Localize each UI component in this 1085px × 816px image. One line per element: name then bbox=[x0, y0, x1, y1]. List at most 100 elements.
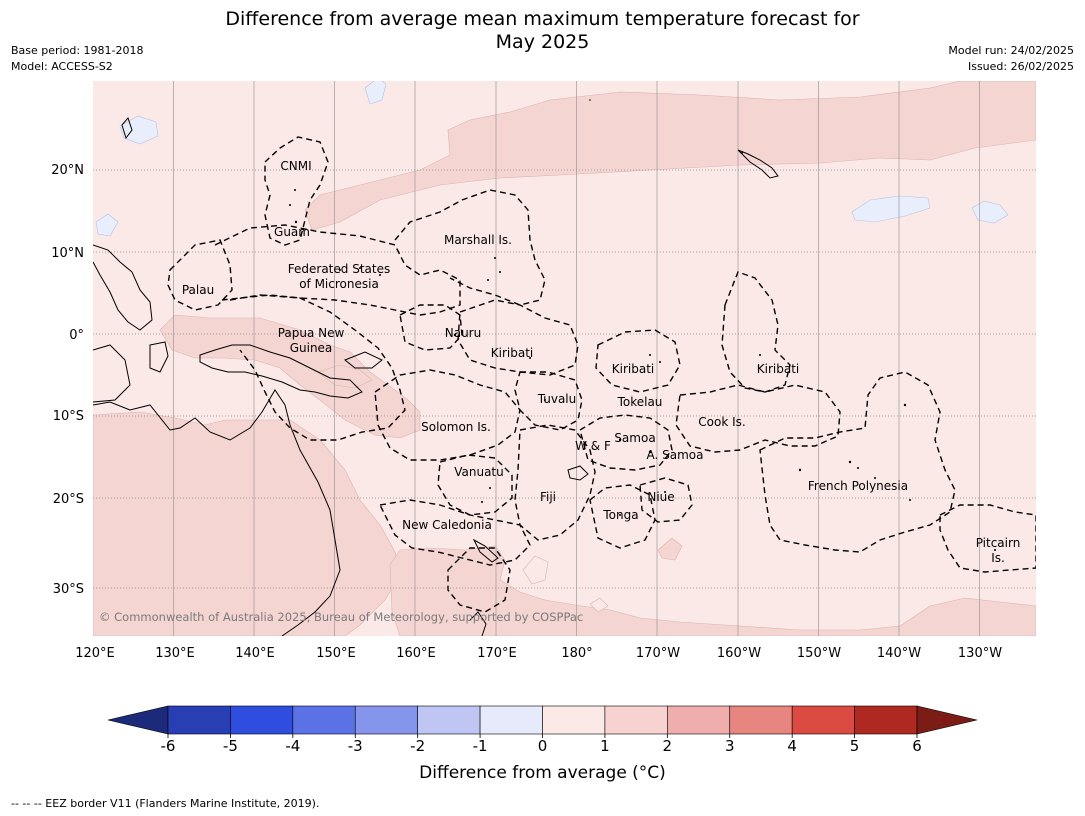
longitude-tick-labels: 120°E 130°E 140°E 150°E 160°E 170°E 180°… bbox=[75, 646, 1002, 661]
coral-sea-warm-region bbox=[159, 314, 421, 439]
label-cook: Cook Is. bbox=[698, 415, 745, 429]
png-coast bbox=[199, 344, 363, 399]
lon-tick-140e: 140°E bbox=[235, 646, 275, 661]
colorbar-segment bbox=[479, 705, 543, 735]
eez-borders bbox=[167, 136, 1036, 613]
australia-coast bbox=[93, 389, 341, 636]
base-period: Base period: 1981-2018 bbox=[11, 44, 144, 57]
lon-tick-170e: 170°E bbox=[477, 646, 517, 661]
label-kiribati-w: Kiribati bbox=[491, 346, 533, 360]
label-nauru: Nauru bbox=[445, 326, 481, 340]
lon-tick-140w: 140°W bbox=[877, 646, 921, 661]
lon-tick-160e: 160°E bbox=[396, 646, 436, 661]
copyright-notice: © Commonwealth of Australia 2025, Bureau… bbox=[99, 610, 583, 624]
colorbar-segment bbox=[230, 705, 294, 735]
label-fiji: Fiji bbox=[540, 490, 556, 504]
header-left: Base period: 1981-2018 Model: ACCESS-S2 bbox=[11, 43, 143, 75]
issued-date: Issued: 26/02/2025 bbox=[967, 60, 1074, 73]
label-guam: Guam bbox=[274, 225, 310, 239]
colorbar-tick-label: 1 bbox=[600, 737, 610, 755]
latitude-grid bbox=[93, 169, 1036, 589]
philippines-coast bbox=[93, 244, 153, 331]
cool-blob-japan-south bbox=[364, 81, 387, 105]
colorbar-segment bbox=[542, 705, 606, 735]
colorbar-tick-label: -6 bbox=[161, 737, 176, 755]
north-pacific-warm-region bbox=[304, 81, 1036, 231]
lat-tick-10n: 10°N bbox=[51, 246, 84, 261]
label-solomon: Solomon Is. bbox=[421, 420, 491, 434]
anomaly-1-2-regions bbox=[93, 81, 1036, 636]
colorbar-tick-label: -5 bbox=[223, 737, 238, 755]
label-vanuatu: Vanuatu bbox=[454, 465, 504, 479]
label-niue: Niue bbox=[647, 490, 674, 504]
header-right: Model run: 24/02/2025 Issued: 26/02/2025 bbox=[948, 43, 1074, 75]
label-png-1: Papua New bbox=[278, 326, 345, 340]
tasman-warm-region bbox=[389, 545, 1036, 636]
label-fsm-1: Federated States bbox=[288, 262, 390, 276]
colorbar-tick-label: 4 bbox=[787, 737, 797, 755]
eez-pitcairn bbox=[939, 504, 1036, 573]
colorbar-tick-label: 3 bbox=[725, 737, 735, 755]
colorbar-segment bbox=[729, 705, 793, 735]
title-line-2: May 2025 bbox=[495, 31, 590, 53]
eez-vanuatu bbox=[437, 454, 513, 516]
eez-footnote: -- -- -- EEZ border V11 (Flanders Marine… bbox=[11, 797, 320, 810]
lat-tick-30s: 30°S bbox=[53, 582, 84, 597]
label-fsm-2: of Micronesia bbox=[299, 277, 379, 291]
eez-samoa-wf bbox=[579, 414, 673, 471]
label-tokelau: Tokelau bbox=[617, 395, 663, 409]
eez-niue bbox=[639, 477, 693, 523]
label-frpoly: French Polynesia bbox=[808, 479, 908, 493]
eez-marshall bbox=[394, 189, 546, 306]
fiji-warm-region bbox=[657, 537, 683, 561]
coastlines bbox=[93, 117, 779, 636]
hawaii-coast bbox=[737, 149, 779, 179]
label-pitcairn-2: Is. bbox=[991, 551, 1005, 565]
label-kiribati-c: Kiribati bbox=[612, 362, 654, 376]
lon-tick-180: 180° bbox=[561, 646, 592, 661]
lon-tick-150e: 150°E bbox=[316, 646, 356, 661]
map-area: CNMI Guam Marshall Is. Federated States … bbox=[93, 81, 1036, 636]
eez-nauru bbox=[399, 304, 463, 351]
colorbar-tick-label: -4 bbox=[285, 737, 300, 755]
colorbar-segment bbox=[354, 705, 418, 735]
colorbar-tick-label: -2 bbox=[410, 737, 425, 755]
colorbar-segment bbox=[604, 705, 668, 735]
colorbar-segment bbox=[667, 705, 731, 735]
sulawesi-coast bbox=[149, 341, 169, 373]
lat-tick-20s: 20°S bbox=[53, 492, 84, 507]
latitude-tick-labels: 20°N 10°N 0° 10°S 20°S 30°S bbox=[51, 163, 84, 597]
tasman-cool-hole-2 bbox=[589, 597, 609, 613]
label-newcal: New Caledonia bbox=[402, 518, 492, 532]
longitude-grid bbox=[173, 81, 980, 636]
model-name: Model: ACCESS-S2 bbox=[11, 60, 113, 73]
eez-fsm bbox=[214, 224, 461, 316]
tasman-cool-hole bbox=[522, 555, 549, 585]
anomaly-0-1-holes bbox=[522, 555, 609, 613]
map-title: Difference from average mean maximum tem… bbox=[0, 8, 1085, 54]
cool-blob-hawaii-east bbox=[851, 195, 931, 223]
colorbar-segments bbox=[107, 705, 978, 735]
lon-tick-160w: 160°W bbox=[717, 646, 761, 661]
label-palau: Palau bbox=[182, 283, 214, 297]
taiwan-coast bbox=[121, 117, 133, 140]
small-islands bbox=[289, 99, 996, 551]
label-tonga: Tonga bbox=[602, 508, 638, 522]
label-kiribati-e: Kiribati bbox=[757, 362, 799, 376]
colorbar-tick-label: 0 bbox=[538, 737, 548, 755]
colorbar-ticks: -6 -5 -4 -3 -2 -1 0 1 2 3 4 5 6 bbox=[161, 734, 922, 755]
anomaly-neg1-0-regions bbox=[95, 81, 1009, 237]
lon-tick-120e: 120°E bbox=[75, 646, 115, 661]
label-wf: W & F bbox=[575, 439, 611, 453]
fiji-coast bbox=[567, 465, 589, 481]
lon-tick-130w: 130°W bbox=[958, 646, 1002, 661]
label-samoa: Samoa bbox=[614, 431, 655, 445]
colorbar-segment bbox=[854, 705, 918, 735]
lat-tick-10s: 10°S bbox=[53, 409, 84, 424]
lon-tick-150w: 150°W bbox=[797, 646, 841, 661]
colorbar-tick-label: 6 bbox=[912, 737, 922, 755]
title-line-1: Difference from average mean maximum tem… bbox=[225, 8, 860, 30]
eez-frpoly bbox=[759, 371, 956, 553]
colorbar-tick-label: -1 bbox=[473, 737, 488, 755]
